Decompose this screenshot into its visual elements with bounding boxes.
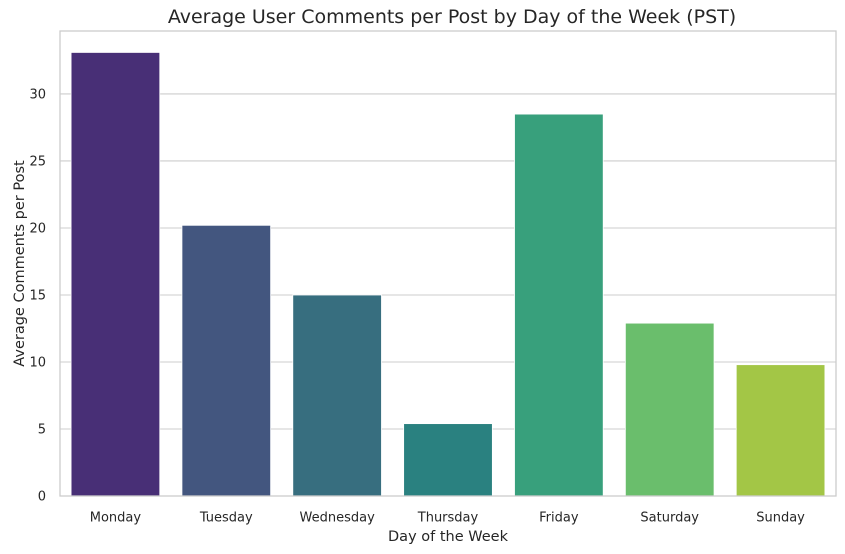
y-tick-label: 20	[29, 221, 46, 236]
chart-title: Average User Comments per Post by Day of…	[168, 6, 736, 28]
x-tick-labels: Monday Tuesday Wednesday Thursday Friday Satu…	[90, 511, 805, 526]
y-tick-label: 30	[29, 87, 46, 102]
y-tick-label: 10	[29, 355, 46, 370]
bar-friday	[514, 113, 604, 497]
y-tick-label: 0	[38, 490, 46, 505]
x-axis-label: Day of the Week	[388, 529, 509, 545]
bars	[70, 52, 826, 497]
y-tick-labels: 0 5 10 15 20 25 30	[29, 87, 46, 504]
x-tick-label-sunday: Sunday	[756, 511, 805, 526]
bar-sunday	[735, 364, 826, 497]
bar-wednesday	[292, 294, 382, 497]
y-tick-label: 25	[29, 154, 46, 169]
bar-saturday	[624, 322, 715, 497]
x-tick-label-wednesday: Wednesday	[300, 511, 376, 526]
x-tick-label-monday: Monday	[90, 511, 142, 526]
x-tick-label-thursday: Thursday	[417, 511, 479, 526]
bar-thursday	[403, 423, 493, 497]
y-tick-label: 15	[29, 288, 46, 303]
x-tick-label-tuesday: Tuesday	[199, 511, 253, 526]
bar-tuesday	[181, 224, 272, 497]
bar-monday	[70, 52, 161, 497]
plot-frame	[59, 30, 837, 497]
x-tick-label-saturday: Saturday	[640, 511, 699, 526]
x-tick-label-friday: Friday	[539, 511, 579, 526]
y-tick-label: 5	[38, 422, 46, 437]
y-axis-label: Average Comments per Post	[12, 160, 28, 367]
